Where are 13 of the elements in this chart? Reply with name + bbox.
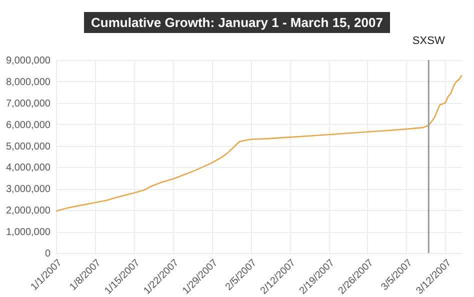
y-tick-label: 2,000,000 — [6, 206, 51, 217]
y-tick-label: 3,000,000 — [6, 184, 51, 196]
y-tick-label: 1,000,000 — [6, 227, 51, 238]
ref-line-label: SXSW — [412, 35, 446, 47]
y-tick-label: 9,000,000 — [6, 56, 51, 66]
y-tick-label: 4,000,000 — [6, 162, 51, 174]
y-tick-label: 0 — [44, 248, 51, 260]
chart-title: Cumulative Growth: January 1 - March 15, 2007 — [84, 12, 390, 33]
y-tick-label: 8,000,000 — [6, 76, 51, 88]
y-tick-label: 7,000,000 — [6, 98, 51, 110]
y-tick-label: 6,000,000 — [6, 120, 51, 131]
line-series — [56, 74, 462, 212]
y-tick-label: 5,000,000 — [6, 141, 51, 152]
